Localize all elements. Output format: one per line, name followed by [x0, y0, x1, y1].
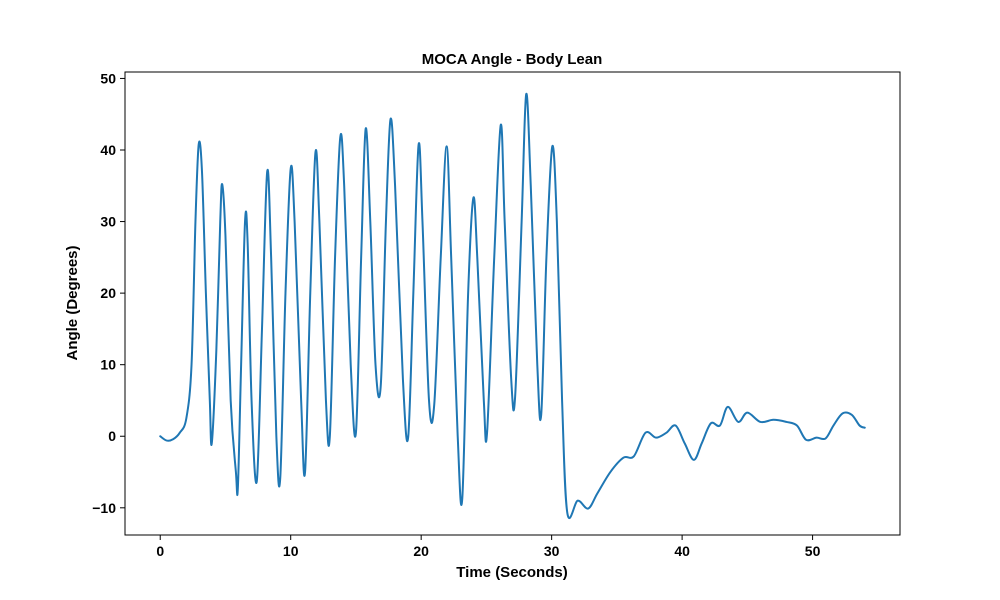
- x-tick-label: 20: [413, 543, 429, 559]
- x-axis: 0 10 20 30 40 50: [156, 535, 821, 559]
- x-tick-label: 30: [544, 543, 560, 559]
- x-axis-label: Time (Seconds): [456, 564, 567, 581]
- x-tick-label: 50: [805, 543, 821, 559]
- y-tick-label: −10: [92, 500, 116, 516]
- y-tick-label: 30: [100, 214, 116, 230]
- y-tick-label: 40: [100, 142, 116, 158]
- y-tick-label: 20: [100, 285, 116, 301]
- y-tick-label: 50: [100, 70, 116, 86]
- series-line-angle: [159, 92, 866, 520]
- y-tick-label: 10: [100, 357, 116, 373]
- plot-area: [124, 71, 901, 536]
- y-tick-label: 0: [108, 428, 116, 444]
- y-axis: −10 0 10 20 30 40 50: [92, 70, 125, 516]
- x-tick-label: 40: [674, 543, 690, 559]
- x-tick-label: 0: [156, 543, 164, 559]
- y-axis-label: Angle (Degrees): [64, 245, 81, 360]
- x-tick-label: 10: [283, 543, 299, 559]
- chart-title: MOCA Angle - Body Lean: [422, 51, 603, 68]
